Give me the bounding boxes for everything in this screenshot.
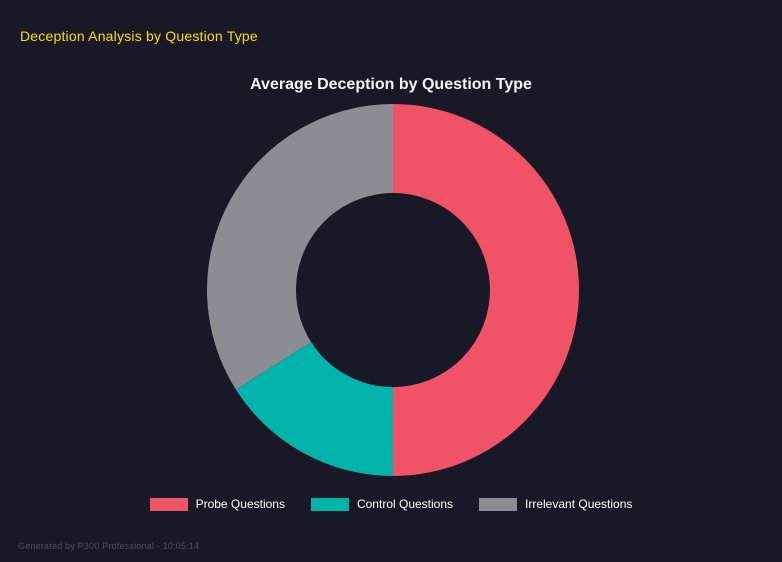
donut-segment-irrelevant-questions[interactable] xyxy=(206,104,393,390)
chart-legend: Probe Questions Control Questions Irreleva… xyxy=(0,497,782,511)
legend-swatch-icon xyxy=(310,497,349,511)
donut-segment-probe-questions[interactable] xyxy=(393,104,579,476)
page-title: Deception Analysis by Question Type xyxy=(20,28,258,44)
legend-swatch-icon xyxy=(149,497,188,511)
legend-item-probe-questions[interactable]: Probe Questions xyxy=(149,497,285,511)
chart-title: Average Deception by Question Type xyxy=(250,76,532,93)
legend-label: Control Questions xyxy=(356,497,454,511)
legend-label: Probe Questions xyxy=(195,497,285,511)
legend-item-irrelevant-questions[interactable]: Irrelevant Questions xyxy=(479,497,632,511)
legend-swatch-icon xyxy=(479,497,518,511)
legend-item-control-questions[interactable]: Control Questions xyxy=(310,497,454,511)
legend-label: Irrelevant Questions xyxy=(525,497,633,511)
donut-segment-control-questions[interactable] xyxy=(235,341,393,476)
footer-text: Generated by P300 Professional - 10:05:1… xyxy=(18,541,200,551)
